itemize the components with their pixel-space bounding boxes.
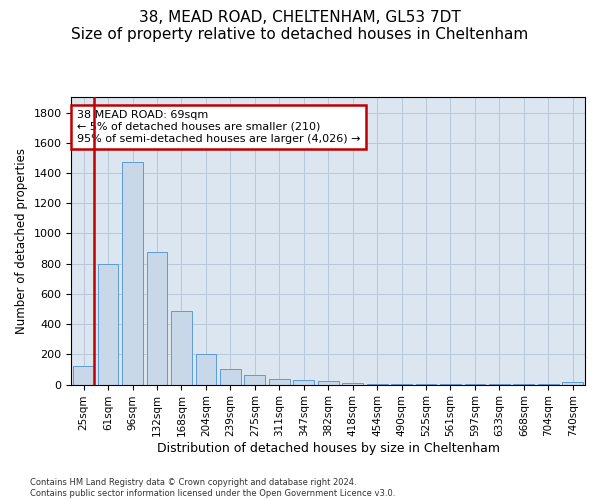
Bar bbox=[342, 383, 363, 384]
Bar bbox=[146, 252, 167, 384]
Bar bbox=[293, 380, 314, 384]
Text: 38, MEAD ROAD, CHELTENHAM, GL53 7DT
Size of property relative to detached houses: 38, MEAD ROAD, CHELTENHAM, GL53 7DT Size… bbox=[71, 10, 529, 42]
Bar bbox=[171, 310, 192, 384]
Bar bbox=[220, 368, 241, 384]
Text: Contains HM Land Registry data © Crown copyright and database right 2024.
Contai: Contains HM Land Registry data © Crown c… bbox=[30, 478, 395, 498]
Bar bbox=[269, 378, 290, 384]
Text: 38 MEAD ROAD: 69sqm
← 5% of detached houses are smaller (210)
95% of semi-detach: 38 MEAD ROAD: 69sqm ← 5% of detached hou… bbox=[77, 110, 360, 144]
Bar bbox=[196, 354, 217, 384]
Bar bbox=[98, 264, 118, 384]
Bar bbox=[318, 382, 338, 384]
X-axis label: Distribution of detached houses by size in Cheltenham: Distribution of detached houses by size … bbox=[157, 442, 500, 455]
Y-axis label: Number of detached properties: Number of detached properties bbox=[15, 148, 28, 334]
Bar bbox=[562, 382, 583, 384]
Bar bbox=[244, 375, 265, 384]
Bar bbox=[73, 366, 94, 384]
Bar bbox=[122, 162, 143, 384]
